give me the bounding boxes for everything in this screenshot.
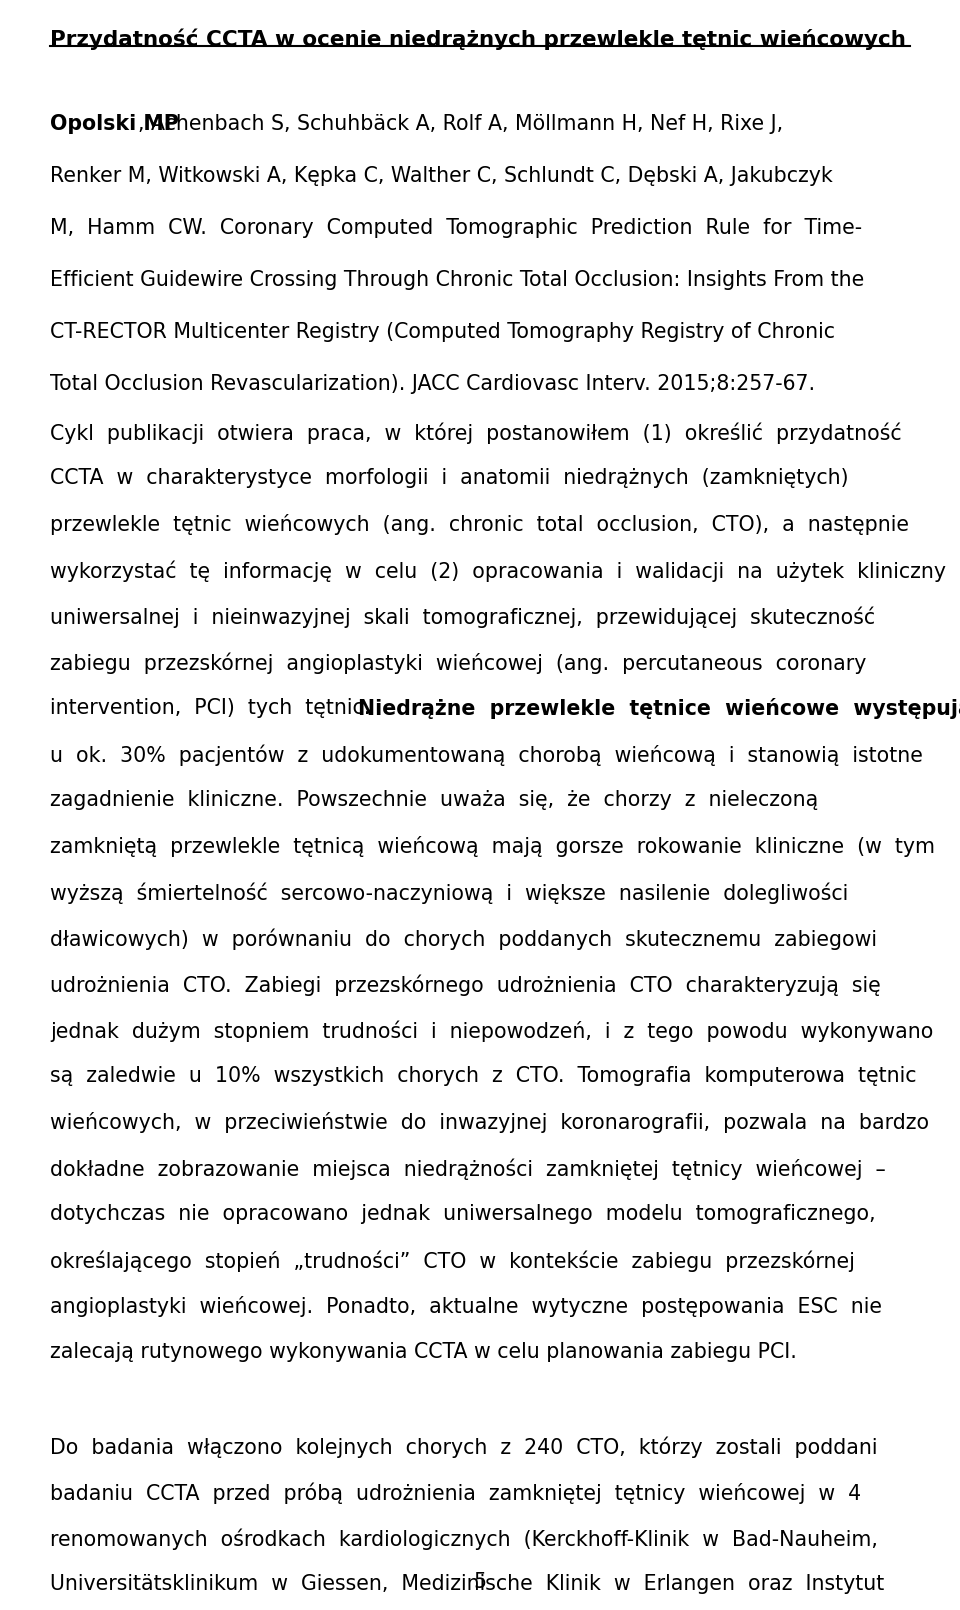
Text: Przydatność CCTA w ocenie niedrążnych przewlekle tętnic wieńcowych: Przydatność CCTA w ocenie niedrążnych pr… xyxy=(50,27,906,50)
Text: Renker M, Witkowski A, Kępka C, Walther C, Schlundt C, Dębski A, Jakubczyk: Renker M, Witkowski A, Kępka C, Walther … xyxy=(50,166,832,187)
Text: u  ok.  30%  pacjentów  z  udokumentowaną  chorobą  wieńcową  i  stanowią  istot: u ok. 30% pacjentów z udokumentowaną cho… xyxy=(50,744,923,765)
Text: , Achenbach S, Schuhbäck A, Rolf A, Möllmann H, Nef H, Rixe J,: , Achenbach S, Schuhbäck A, Rolf A, Möll… xyxy=(138,114,783,134)
Text: dotychczas  nie  opracowano  jednak  uniwersalnego  modelu  tomograficznego,: dotychczas nie opracowano jednak uniwers… xyxy=(50,1204,876,1224)
Text: renomowanych  ośrodkach  kardiologicznych  (Kerckhoff-Klinik  w  Bad-Nauheim,: renomowanych ośrodkach kardiologicznych … xyxy=(50,1528,877,1549)
Text: określającego  stopień  „trudności”  CTO  w  kontekście  zabiegu  przezskórnej: określającego stopień „trudności” CTO w … xyxy=(50,1249,854,1272)
Text: uniwersalnej  i  nieinwazyjnej  skali  tomograficznej,  przewidującej  skuteczno: uniwersalnej i nieinwazyjnej skali tomog… xyxy=(50,605,876,628)
Text: angioplastyki  wieńcowej.  Ponadto,  aktualne  wytyczne  postępowania  ESC  nie: angioplastyki wieńcowej. Ponadto, aktual… xyxy=(50,1296,882,1317)
Text: Universitätsklinikum  w  Giessen,  Medizinische  Klinik  w  Erlangen  oraz  Inst: Universitätsklinikum w Giessen, Medizini… xyxy=(50,1575,884,1594)
Text: dokładne  zobrazowanie  miejsca  niedrążności  zamkniętej  tętnicy  wieńcowej  –: dokładne zobrazowanie miejsca niedrążnoś… xyxy=(50,1158,886,1180)
Text: są  zaledwie  u  10%  wszystkich  chorych  z  CTO.  Tomografia  komputerowa  tęt: są zaledwie u 10% wszystkich chorych z C… xyxy=(50,1066,917,1087)
Text: Efficient Guidewire Crossing Through Chronic Total Occlusion: Insights From the: Efficient Guidewire Crossing Through Chr… xyxy=(50,270,864,290)
Text: wykorzystać  tę  informację  w  celu  (2)  opracowania  i  walidacji  na  użytek: wykorzystać tę informację w celu (2) opr… xyxy=(50,560,946,581)
Text: wieńcowych,  w  przeciwieństwie  do  inwazyjnej  koronarografii,  pozwala  na  b: wieńcowych, w przeciwieństwie do inwazyj… xyxy=(50,1113,929,1133)
Text: zamkniętą  przewlekle  tętnicą  wieńcową  mają  gorsze  rokowanie  kliniczne  (w: zamkniętą przewlekle tętnicą wieńcową ma… xyxy=(50,836,935,857)
Text: jednak  dużym  stopniem  trudności  i  niepowodzeń,  i  z  tego  powodu  wykonyw: jednak dużym stopniem trudności i niepow… xyxy=(50,1021,933,1042)
Text: M,  Hamm  CW.  Coronary  Computed  Tomographic  Prediction  Rule  for  Time-: M, Hamm CW. Coronary Computed Tomographi… xyxy=(50,217,862,238)
Text: Do  badania  włączono  kolejnych  chorych  z  240  CTO,  którzy  zostali  poddan: Do badania włączono kolejnych chorych z … xyxy=(50,1436,877,1457)
Text: udrożnienia  CTO.  Zabiegi  przezskórnego  udrożnienia  CTO  charakteryzują  się: udrożnienia CTO. Zabiegi przezskórnego u… xyxy=(50,974,880,995)
Text: Cykl  publikacji  otwiera  praca,  w  której  postanowiłem  (1)  określić  przyd: Cykl publikacji otwiera praca, w której … xyxy=(50,422,901,443)
Text: przewlekle  tętnic  wieńcowych  (ang.  chronic  total  occlusion,  CTO),  a  nas: przewlekle tętnic wieńcowych (ang. chron… xyxy=(50,514,909,535)
Text: 5: 5 xyxy=(473,1571,487,1592)
Text: CT-RECTOR Multicenter Registry (Computed Tomography Registry of Chronic: CT-RECTOR Multicenter Registry (Computed… xyxy=(50,322,835,341)
Text: dławicowych)  w  porównaniu  do  chorych  poddanych  skutecznemu  zabiegowi: dławicowych) w porównaniu do chorych pod… xyxy=(50,927,877,950)
Text: zagadnienie  kliniczne.  Powszechnie  uważa  się,  że  chorzy  z  nieleczoną: zagadnienie kliniczne. Powszechnie uważa… xyxy=(50,791,818,810)
Text: zalecają rutynowego wykonywania CCTA w celu planowania zabiegu PCI.: zalecają rutynowego wykonywania CCTA w c… xyxy=(50,1343,797,1362)
Text: CCTA  w  charakterystyce  morfologii  i  anatomii  niedrążnych  (zamkniętych): CCTA w charakterystyce morfologii i anat… xyxy=(50,469,849,488)
Text: Niedrążne  przewlekle  tętnice  wieńcowe  występują: Niedrążne przewlekle tętnice wieńcowe wy… xyxy=(358,699,960,720)
Text: intervention,  PCI)  tych  tętnic.: intervention, PCI) tych tętnic. xyxy=(50,699,383,718)
Text: zabiegu  przezskórnej  angioplastyki  wieńcowej  (ang.  percutaneous  coronary: zabiegu przezskórnej angioplastyki wieńc… xyxy=(50,652,866,673)
Text: Total Occlusion Revascularization). JACC Cardiovasc Interv. 2015;8:257-67.: Total Occlusion Revascularization). JACC… xyxy=(50,374,815,394)
Text: wyższą  śmiertelność  sercowo-naczyniową  i  większe  nasilenie  dolegliwości: wyższą śmiertelność sercowo-naczyniową i… xyxy=(50,882,849,903)
Text: badaniu  CCTA  przed  próbą  udrożnienia  zamkniętej  tętnicy  wieńcowej  w  4: badaniu CCTA przed próbą udrożnienia zam… xyxy=(50,1481,861,1504)
Text: Opolski MP: Opolski MP xyxy=(50,114,179,134)
